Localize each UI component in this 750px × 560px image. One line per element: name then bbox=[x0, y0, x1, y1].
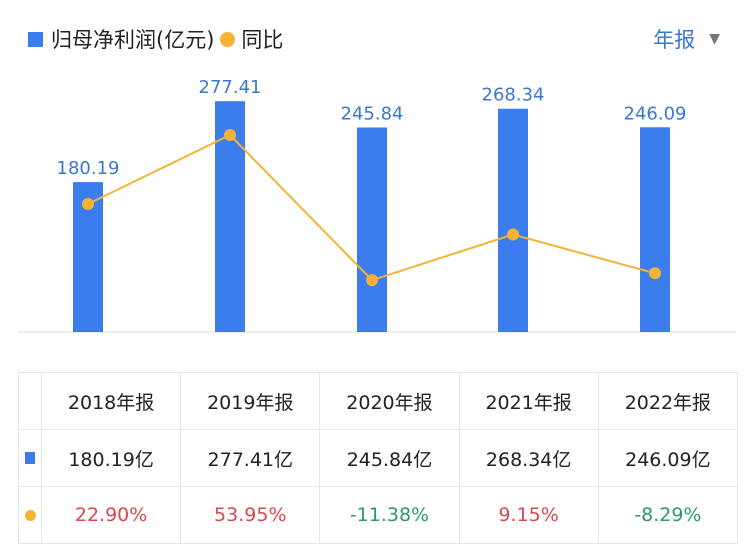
profit-cell: 180.19亿 bbox=[40, 429, 182, 487]
profit-cell: 277.41亿 bbox=[180, 429, 321, 487]
yoy-cell: 9.15% bbox=[458, 486, 599, 544]
header-cell: 2021年报 bbox=[458, 372, 599, 430]
header-cell: 2019年报 bbox=[180, 372, 321, 430]
bar-legend-swatch bbox=[28, 31, 43, 47]
bar-data-label: 245.84 bbox=[341, 103, 404, 124]
bar bbox=[640, 127, 670, 333]
yoy-point bbox=[82, 198, 94, 210]
yoy-point bbox=[366, 274, 378, 287]
bar bbox=[498, 108, 528, 332]
yoy-point bbox=[649, 267, 661, 280]
bar-data-label: 277.41 bbox=[199, 77, 262, 98]
yoy-cell: 53.95% bbox=[180, 486, 321, 544]
yoy-cell: -11.38% bbox=[319, 486, 460, 544]
legend: 归母净利润(亿元) 同比 bbox=[28, 24, 283, 54]
bar-legend-label: 归母净利润(亿元) bbox=[51, 28, 215, 52]
header-cell: 2018年报 bbox=[40, 372, 182, 430]
line-legend-label: 同比 bbox=[241, 28, 284, 52]
yoy-point bbox=[224, 129, 236, 142]
yoy-point bbox=[507, 228, 519, 241]
data-table: 2018年报 2019年报 2020年报 2021年报 2022年报 180.1… bbox=[18, 372, 739, 544]
header-cell: 2020年报 bbox=[319, 372, 460, 430]
chart: 180.19 277.41 245.84 268.34 246.09 bbox=[18, 77, 736, 333]
caret-down-icon: ▼ bbox=[709, 31, 720, 47]
profit-cell: 268.34亿 bbox=[458, 429, 599, 487]
header-cell: 2022年报 bbox=[597, 372, 739, 430]
bar-series-icon bbox=[25, 452, 35, 464]
period-selector[interactable]: 年报 ▼ bbox=[653, 24, 720, 54]
bar-data-label: 180.19 bbox=[57, 158, 120, 179]
bar-data-label: 246.09 bbox=[624, 103, 687, 124]
profit-cell: 246.09亿 bbox=[597, 429, 739, 487]
line-legend-swatch bbox=[220, 31, 236, 47]
period-label: 年报 bbox=[653, 28, 696, 52]
yoy-cell: 22.90% bbox=[40, 486, 182, 544]
header-row: 2018年报 2019年报 2020年报 2021年报 2022年报 bbox=[18, 372, 739, 430]
bar bbox=[357, 127, 387, 332]
corner-cell bbox=[18, 372, 42, 430]
yoy-row: 22.90% 53.95% -11.38% 9.15% -8.29% bbox=[18, 486, 739, 544]
bar-data-label: 268.34 bbox=[482, 85, 545, 106]
profit-row: 180.19亿 277.41亿 245.84亿 268.34亿 246.09亿 bbox=[18, 429, 739, 487]
line-series-icon bbox=[24, 510, 36, 521]
yoy-cell: -8.29% bbox=[597, 486, 739, 544]
profit-cell: 245.84亿 bbox=[319, 429, 460, 487]
